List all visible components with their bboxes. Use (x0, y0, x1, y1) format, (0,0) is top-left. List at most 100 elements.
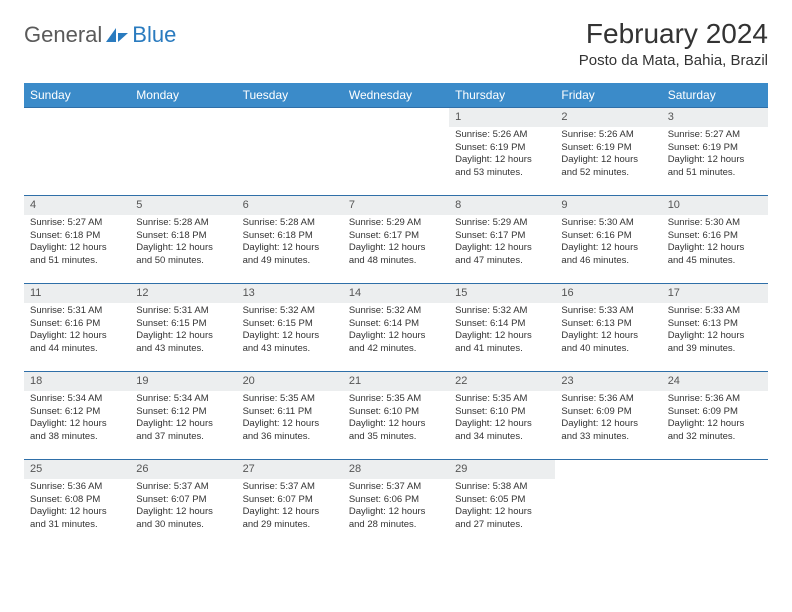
calendar-day-cell: 27Sunrise: 5:37 AMSunset: 6:07 PMDayligh… (237, 460, 343, 548)
daylight-text: Daylight: 12 hours and 41 minutes. (455, 330, 549, 356)
sunrise-text: Sunrise: 5:35 AM (243, 393, 337, 406)
calendar-day-cell: 23Sunrise: 5:36 AMSunset: 6:09 PMDayligh… (555, 372, 661, 460)
calendar-day-cell: 25Sunrise: 5:36 AMSunset: 6:08 PMDayligh… (24, 460, 130, 548)
sunrise-text: Sunrise: 5:26 AM (455, 129, 549, 142)
day-number: 11 (24, 284, 130, 303)
daylight-text: Daylight: 12 hours and 43 minutes. (136, 330, 230, 356)
day-number: 4 (24, 196, 130, 215)
calendar-day-cell: 22Sunrise: 5:35 AMSunset: 6:10 PMDayligh… (449, 372, 555, 460)
day-content: Sunrise: 5:33 AMSunset: 6:13 PMDaylight:… (555, 303, 661, 360)
day-content: Sunrise: 5:34 AMSunset: 6:12 PMDaylight:… (130, 391, 236, 448)
daylight-text: Daylight: 12 hours and 32 minutes. (668, 418, 762, 444)
sunrise-text: Sunrise: 5:29 AM (349, 217, 443, 230)
calendar-day-cell: 24Sunrise: 5:36 AMSunset: 6:09 PMDayligh… (662, 372, 768, 460)
day-number: 5 (130, 196, 236, 215)
day-content: Sunrise: 5:26 AMSunset: 6:19 PMDaylight:… (555, 127, 661, 184)
calendar-day-cell: 8Sunrise: 5:29 AMSunset: 6:17 PMDaylight… (449, 196, 555, 284)
daylight-text: Daylight: 12 hours and 45 minutes. (668, 242, 762, 268)
daylight-text: Daylight: 12 hours and 51 minutes. (30, 242, 124, 268)
sunrise-text: Sunrise: 5:30 AM (668, 217, 762, 230)
day-number: 28 (343, 460, 449, 479)
sail-icon (104, 26, 130, 44)
weekday-header: Sunday (24, 83, 130, 108)
day-number: 18 (24, 372, 130, 391)
day-number: 26 (130, 460, 236, 479)
daylight-text: Daylight: 12 hours and 38 minutes. (30, 418, 124, 444)
day-content: Sunrise: 5:32 AMSunset: 6:14 PMDaylight:… (343, 303, 449, 360)
weekday-header: Tuesday (237, 83, 343, 108)
day-content: Sunrise: 5:35 AMSunset: 6:10 PMDaylight:… (449, 391, 555, 448)
daylight-text: Daylight: 12 hours and 31 minutes. (30, 506, 124, 532)
sunset-text: Sunset: 6:15 PM (243, 318, 337, 331)
day-number: 25 (24, 460, 130, 479)
sunset-text: Sunset: 6:12 PM (136, 406, 230, 419)
header: General Blue February 2024 Posto da Mata… (24, 18, 768, 69)
logo: General Blue (24, 22, 176, 48)
day-number: 20 (237, 372, 343, 391)
daylight-text: Daylight: 12 hours and 29 minutes. (243, 506, 337, 532)
calendar-day-cell: 15Sunrise: 5:32 AMSunset: 6:14 PMDayligh… (449, 284, 555, 372)
sunset-text: Sunset: 6:18 PM (30, 230, 124, 243)
sunset-text: Sunset: 6:13 PM (561, 318, 655, 331)
sunset-text: Sunset: 6:13 PM (668, 318, 762, 331)
sunrise-text: Sunrise: 5:36 AM (561, 393, 655, 406)
calendar-week-row: 1Sunrise: 5:26 AMSunset: 6:19 PMDaylight… (24, 108, 768, 196)
sunrise-text: Sunrise: 5:36 AM (30, 481, 124, 494)
calendar-day-cell: 9Sunrise: 5:30 AMSunset: 6:16 PMDaylight… (555, 196, 661, 284)
page-title: February 2024 (579, 18, 768, 50)
day-content: Sunrise: 5:36 AMSunset: 6:08 PMDaylight:… (24, 479, 130, 536)
weekday-header: Saturday (662, 83, 768, 108)
sunrise-text: Sunrise: 5:27 AM (30, 217, 124, 230)
calendar-day-cell: 20Sunrise: 5:35 AMSunset: 6:11 PMDayligh… (237, 372, 343, 460)
day-content: Sunrise: 5:33 AMSunset: 6:13 PMDaylight:… (662, 303, 768, 360)
sunset-text: Sunset: 6:16 PM (561, 230, 655, 243)
sunset-text: Sunset: 6:19 PM (561, 142, 655, 155)
day-number: 23 (555, 372, 661, 391)
title-block: February 2024 Posto da Mata, Bahia, Braz… (579, 18, 768, 69)
day-content: Sunrise: 5:31 AMSunset: 6:16 PMDaylight:… (24, 303, 130, 360)
day-content: Sunrise: 5:36 AMSunset: 6:09 PMDaylight:… (662, 391, 768, 448)
day-number: 27 (237, 460, 343, 479)
daylight-text: Daylight: 12 hours and 42 minutes. (349, 330, 443, 356)
day-content: Sunrise: 5:34 AMSunset: 6:12 PMDaylight:… (24, 391, 130, 448)
logo-text-general: General (24, 22, 102, 48)
day-content: Sunrise: 5:38 AMSunset: 6:05 PMDaylight:… (449, 479, 555, 536)
sunrise-text: Sunrise: 5:28 AM (136, 217, 230, 230)
calendar-day-cell (555, 460, 661, 548)
day-number: 2 (555, 108, 661, 127)
sunset-text: Sunset: 6:18 PM (243, 230, 337, 243)
calendar-day-cell: 28Sunrise: 5:37 AMSunset: 6:06 PMDayligh… (343, 460, 449, 548)
day-number: 19 (130, 372, 236, 391)
calendar-day-cell: 16Sunrise: 5:33 AMSunset: 6:13 PMDayligh… (555, 284, 661, 372)
sunrise-text: Sunrise: 5:27 AM (668, 129, 762, 142)
day-number: 10 (662, 196, 768, 215)
day-content: Sunrise: 5:32 AMSunset: 6:14 PMDaylight:… (449, 303, 555, 360)
logo-text-blue: Blue (132, 22, 176, 48)
sunrise-text: Sunrise: 5:26 AM (561, 129, 655, 142)
day-number: 22 (449, 372, 555, 391)
day-content: Sunrise: 5:29 AMSunset: 6:17 PMDaylight:… (343, 215, 449, 272)
daylight-text: Daylight: 12 hours and 47 minutes. (455, 242, 549, 268)
sunrise-text: Sunrise: 5:34 AM (30, 393, 124, 406)
day-content: Sunrise: 5:37 AMSunset: 6:07 PMDaylight:… (237, 479, 343, 536)
daylight-text: Daylight: 12 hours and 40 minutes. (561, 330, 655, 356)
calendar-day-cell: 11Sunrise: 5:31 AMSunset: 6:16 PMDayligh… (24, 284, 130, 372)
day-content: Sunrise: 5:26 AMSunset: 6:19 PMDaylight:… (449, 127, 555, 184)
day-content: Sunrise: 5:31 AMSunset: 6:15 PMDaylight:… (130, 303, 236, 360)
weekday-header: Monday (130, 83, 236, 108)
daylight-text: Daylight: 12 hours and 44 minutes. (30, 330, 124, 356)
daylight-text: Daylight: 12 hours and 51 minutes. (668, 154, 762, 180)
weekday-header: Friday (555, 83, 661, 108)
calendar-day-cell: 17Sunrise: 5:33 AMSunset: 6:13 PMDayligh… (662, 284, 768, 372)
calendar-day-cell: 10Sunrise: 5:30 AMSunset: 6:16 PMDayligh… (662, 196, 768, 284)
day-number: 13 (237, 284, 343, 303)
calendar-day-cell (662, 460, 768, 548)
calendar-day-cell: 12Sunrise: 5:31 AMSunset: 6:15 PMDayligh… (130, 284, 236, 372)
daylight-text: Daylight: 12 hours and 37 minutes. (136, 418, 230, 444)
calendar-day-cell (130, 108, 236, 196)
calendar-week-row: 18Sunrise: 5:34 AMSunset: 6:12 PMDayligh… (24, 372, 768, 460)
sunset-text: Sunset: 6:11 PM (243, 406, 337, 419)
calendar-day-cell: 1Sunrise: 5:26 AMSunset: 6:19 PMDaylight… (449, 108, 555, 196)
sunset-text: Sunset: 6:12 PM (30, 406, 124, 419)
sunset-text: Sunset: 6:07 PM (243, 494, 337, 507)
